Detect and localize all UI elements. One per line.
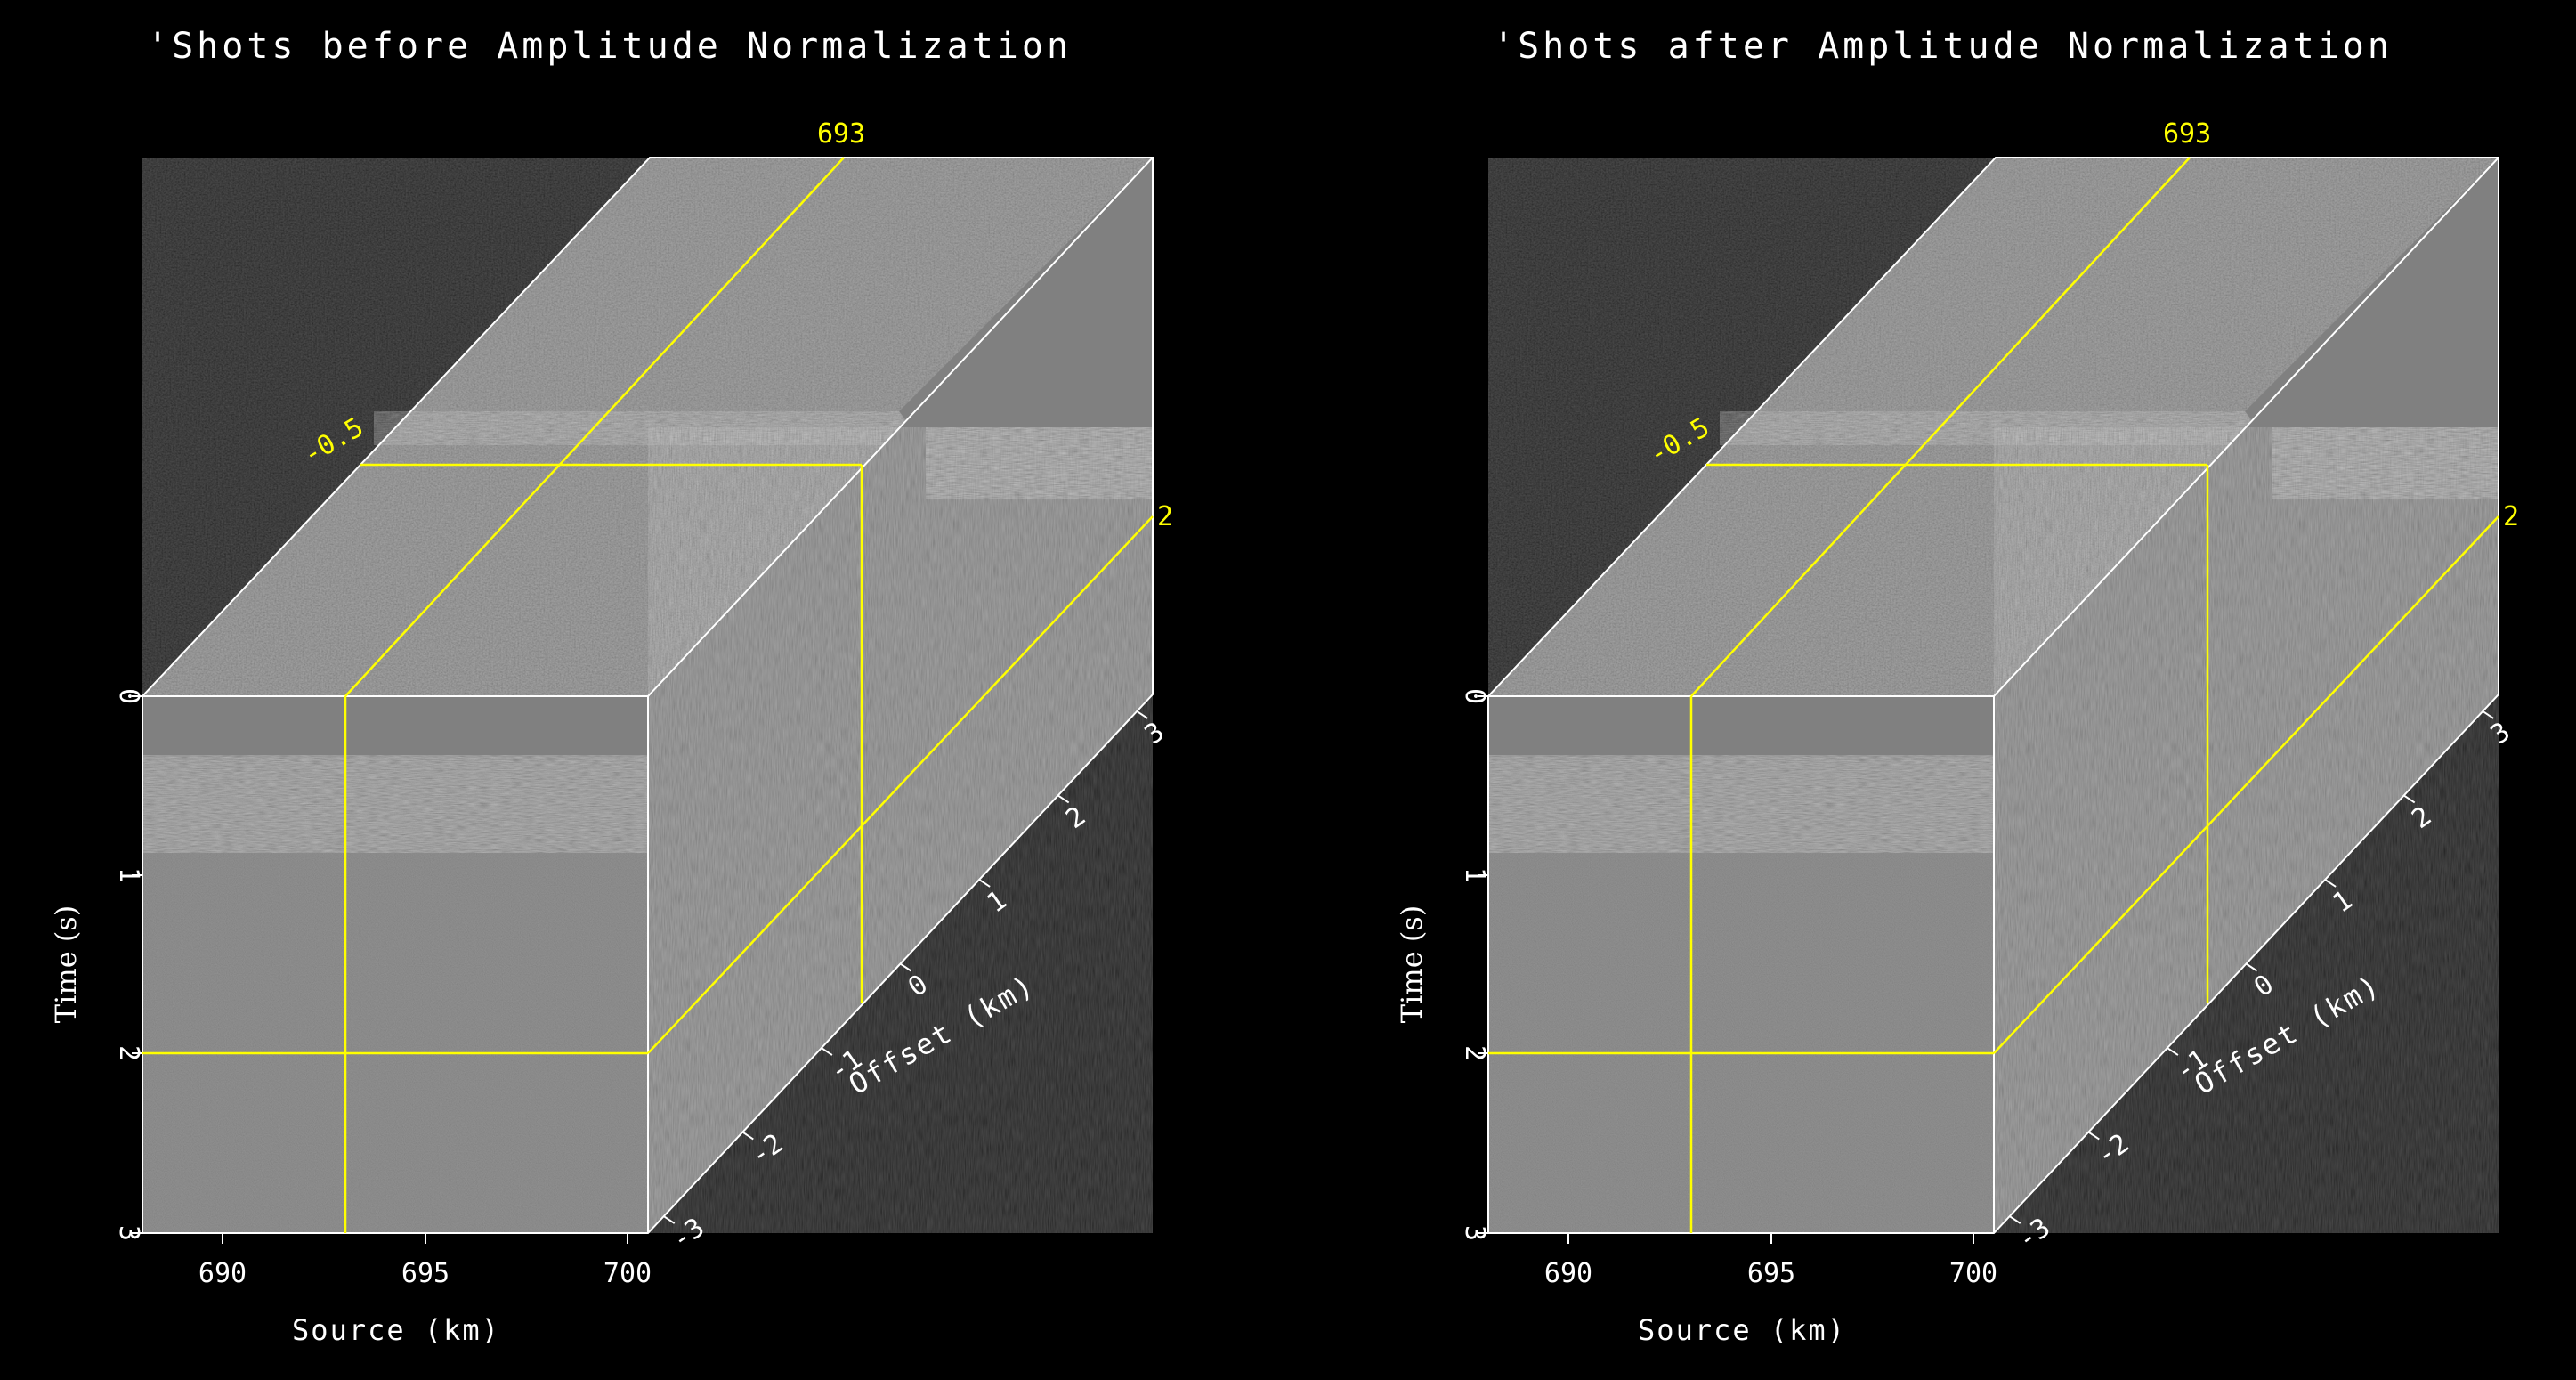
- offset-tick: [821, 1047, 833, 1056]
- offset-tick-label: 2: [1060, 800, 1091, 835]
- time-axis-label: Time (s): [1395, 905, 1429, 1023]
- slice-label-time: 2: [2503, 501, 2519, 532]
- offset-tick-label: 0: [903, 969, 934, 1003]
- offset-tick-label: -3: [666, 1212, 710, 1255]
- offset-tick: [1057, 794, 1070, 804]
- time-tick-label: 1: [1459, 867, 1490, 883]
- offset-tick: [2324, 879, 2337, 888]
- panel-title: 'Shots after Amplitude Normalization: [1493, 26, 2393, 67]
- slice-line-source-top: [1690, 157, 2191, 697]
- side-face-first-arrivals: [926, 427, 1153, 499]
- top-face-band: [374, 411, 903, 445]
- slice-label-source: 693: [817, 118, 865, 150]
- slice-label-offset: -0.5: [298, 411, 369, 470]
- time-tick-label: 2: [1459, 1045, 1490, 1061]
- source-tick-label: 695: [1747, 1258, 1795, 1289]
- panel-title: 'Shots before Amplitude Normalization: [147, 26, 1072, 67]
- offset-tick-label: -3: [2012, 1212, 2056, 1255]
- side-face-first-arrivals: [2272, 427, 2499, 499]
- offset-tick-label: 1: [982, 884, 1013, 919]
- front-face-reflections: [1488, 755, 1994, 853]
- source-axis-label: Source (km): [1638, 1313, 1846, 1347]
- time-tick-label: 0: [1459, 688, 1490, 704]
- source-tick-label: 690: [198, 1258, 247, 1289]
- time-tick-label: 1: [113, 867, 144, 883]
- offset-tick: [741, 1131, 754, 1141]
- offset-tick-label: 3: [2485, 716, 2516, 751]
- panel-before: 693 -0.5 2 'Shots before Amplitude Normaliz…: [49, 26, 1173, 1347]
- offset-tick: [2403, 794, 2416, 804]
- slice-label-time: 2: [1157, 501, 1173, 532]
- offset-tick: [2087, 1131, 2100, 1141]
- offset-tick: [663, 1215, 676, 1224]
- time-tick-label: 3: [113, 1225, 144, 1241]
- offset-tick-label: -2: [745, 1128, 790, 1172]
- slice-line-time-side: [647, 515, 1154, 1054]
- source-axis-label: Source (km): [292, 1313, 500, 1347]
- offset-tick-label: 1: [2328, 884, 2359, 919]
- offset-tick: [2245, 962, 2258, 972]
- source-tick-label: 690: [1544, 1258, 1592, 1289]
- offset-tick-label: 0: [2248, 969, 2280, 1003]
- front-face-reflections: [142, 755, 648, 853]
- side-face-texture: [648, 427, 1153, 1233]
- top-face-band: [1720, 411, 2249, 445]
- slice-label-offset: -0.5: [1644, 411, 1715, 470]
- offset-tick: [978, 879, 991, 888]
- panel-after: 693 -0.5 2 'Shots after Amplitude Normaliza…: [1395, 26, 2519, 1347]
- slice-line-source-top: [344, 157, 845, 697]
- offset-tick: [2482, 710, 2494, 719]
- time-tick-label: 3: [1459, 1225, 1490, 1241]
- offset-tick: [2009, 1215, 2021, 1224]
- offset-tick-label: 3: [1139, 716, 1171, 751]
- offset-tick: [2167, 1047, 2179, 1056]
- time-tick-label: 2: [113, 1045, 144, 1061]
- source-tick-label: 700: [1949, 1258, 1997, 1289]
- source-tick-label: 695: [401, 1258, 450, 1289]
- offset-tick-label: -2: [2091, 1128, 2135, 1172]
- side-face-texture: [1994, 427, 2499, 1233]
- slice-line-time-side: [1993, 515, 2499, 1054]
- slice-label-source: 693: [2163, 118, 2211, 150]
- source-tick-label: 700: [603, 1258, 652, 1289]
- offset-tick: [1136, 710, 1148, 719]
- offset-tick: [899, 962, 912, 972]
- time-tick-label: 0: [113, 688, 144, 704]
- offset-tick-label: 2: [2406, 800, 2437, 835]
- time-axis-label: Time (s): [49, 905, 83, 1023]
